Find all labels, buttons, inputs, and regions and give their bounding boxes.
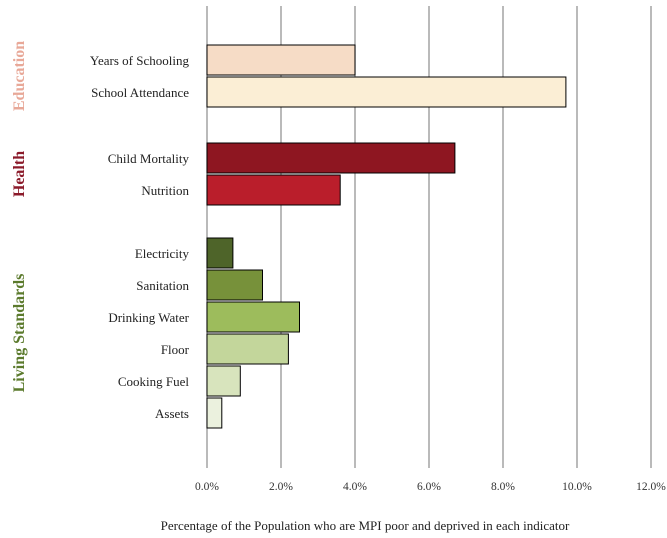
bars xyxy=(206,44,567,429)
category-label: School Attendance xyxy=(91,85,189,100)
x-tick-label: 2.0% xyxy=(269,481,293,493)
category-label: Drinking Water xyxy=(108,310,189,325)
group-label: Education xyxy=(11,41,28,111)
category-labels: Years of Schooling School Attendance Child… xyxy=(90,53,190,421)
x-tick-label: 12.0% xyxy=(636,481,666,493)
x-tick-labels: 0.0% 2.0% 4.0% 6.0% 8.0% 10.0% 12.0% xyxy=(195,481,666,493)
bar-sanitation xyxy=(206,269,263,301)
category-label: Nutrition xyxy=(141,183,189,198)
x-tick-label: 8.0% xyxy=(491,481,515,493)
x-axis-title: Percentage of the Population who are MPI… xyxy=(161,518,570,533)
category-label: Cooking Fuel xyxy=(118,374,190,389)
x-tick-label: 4.0% xyxy=(343,481,367,493)
bar-cooking-fuel xyxy=(206,365,241,397)
bar-school-attendance xyxy=(206,76,567,108)
category-label: Assets xyxy=(155,406,189,421)
category-label: Child Mortality xyxy=(108,151,190,166)
bar-electricity xyxy=(206,237,234,269)
bar-child-mortality xyxy=(206,142,456,174)
bar-years-of-schooling xyxy=(206,44,356,76)
category-label: Electricity xyxy=(135,246,190,261)
group-label: Living Standards xyxy=(11,274,28,393)
bar-drinking-water xyxy=(206,301,300,333)
category-label: Sanitation xyxy=(136,278,189,293)
category-label: Years of Schooling xyxy=(90,53,190,68)
group-label: Health xyxy=(11,151,28,197)
bar-nutrition xyxy=(206,174,341,206)
bar-floor xyxy=(206,333,289,365)
bar-assets xyxy=(206,397,223,429)
category-label: Floor xyxy=(161,342,190,357)
x-tick-label: 10.0% xyxy=(562,481,592,493)
x-tick-label: 6.0% xyxy=(417,481,441,493)
x-tick-label: 0.0% xyxy=(195,481,219,493)
group-labels: Education Health Living Standards xyxy=(11,41,28,393)
